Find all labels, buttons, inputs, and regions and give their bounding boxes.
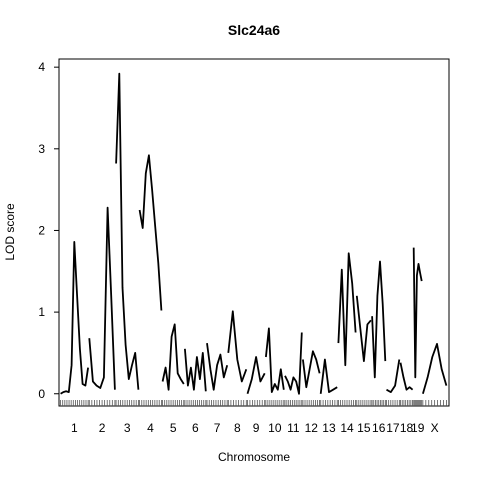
y-tick-label: 2 [38,223,45,237]
lod-curve-chr-x [422,342,448,395]
x-tick-label: 15 [357,421,371,435]
lod-curve-chr-19 [412,247,423,379]
lod-curve-chr-4 [138,154,163,311]
lod-curve-chr-10 [265,327,285,394]
lod-curve-chr-13 [319,358,338,394]
y-axis: 0 1 2 3 4 [38,60,59,401]
x-axis-label: Chromosome [218,450,290,464]
chart-title: Slc24a6 [228,22,280,38]
y-tick-label: 4 [38,60,45,74]
y-tick-label: 3 [38,142,45,156]
x-tick-label: 11 [287,421,300,435]
x-tick-label: 4 [147,421,154,435]
x-tick-label: 5 [170,421,177,435]
lod-curve-chr-17 [386,359,401,394]
x-tick-label: 9 [253,421,260,435]
y-tick-label: 0 [38,387,45,401]
x-tick-label: 13 [322,421,336,435]
lod-curve-chr-12 [302,350,321,389]
marker-rug [60,400,447,406]
x-tick-label: 7 [214,421,221,435]
x-tick-label: 8 [234,421,241,435]
x-tick-label: 1 [71,421,78,435]
lod-curve-chr-3 [115,72,140,390]
lod-curve-chr-8 [227,310,248,383]
lod-curve-chr-11 [284,332,303,395]
x-tick-label: 3 [124,421,131,435]
x-tick-label: 18 [400,421,414,435]
lod-curves [60,72,448,395]
x-tick-label: 12 [305,421,319,435]
lod-curve-chr-5 [161,323,185,391]
x-tick-label: 14 [340,421,354,435]
x-tick-label: X [431,421,439,435]
y-tick-label: 1 [38,305,45,319]
x-tick-label: 17 [386,421,400,435]
x-tick-label: 2 [99,421,106,435]
x-tick-label: 10 [268,421,282,435]
lod-curve-chr-18 [399,362,414,391]
lod-curve-chr-6 [184,348,207,392]
lod-curve-chr-14 [337,252,357,367]
plot-frame [58,58,450,407]
lod-curve-chr-16 [371,260,387,379]
x-tick-label: 16 [372,421,386,435]
x-tick-label: 19 [411,421,425,435]
y-axis-label: LOD score [3,203,17,261]
lod-curve-chr-15 [355,295,372,363]
x-tick-label: 6 [192,421,199,435]
lod-curve-chr-2 [88,206,116,390]
lod-curve-chr-9 [246,356,266,395]
lod-curve-chr-1 [60,240,89,395]
lod-curve-chr-7 [206,342,229,391]
